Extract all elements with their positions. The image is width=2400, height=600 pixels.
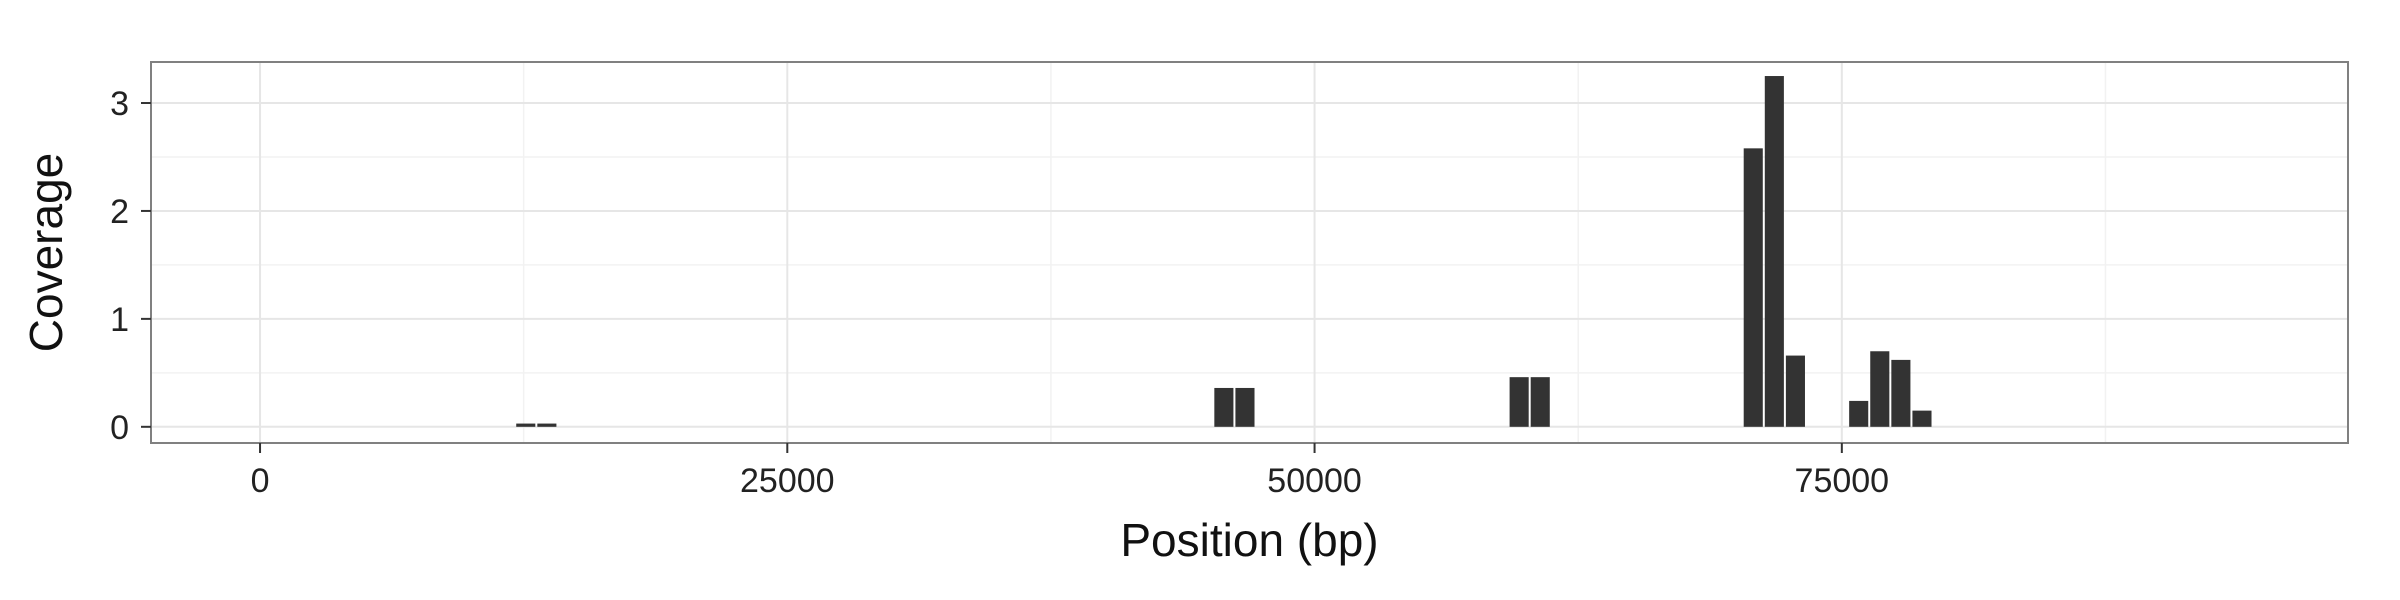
y-tick-label: 0 [110, 409, 129, 447]
coverage-bar [537, 423, 557, 427]
plot-border [150, 61, 2349, 444]
coverage-bar [1509, 377, 1529, 427]
coverage-bar [1912, 410, 1932, 427]
coverage-bar [1891, 359, 1911, 427]
y-tick-label: 1 [110, 301, 129, 339]
coverage-bar [1785, 355, 1805, 427]
x-tick-labels: 0 25000 50000 75000 [251, 462, 1890, 500]
coverage-bar [1849, 400, 1869, 427]
coverage-bar [1214, 387, 1234, 427]
x-tick-label: 25000 [740, 462, 835, 500]
plot-panel [151, 62, 2348, 443]
x-tick-label: 0 [251, 462, 270, 500]
coverage-bar [1764, 76, 1784, 427]
y-tick-label: 3 [110, 85, 129, 123]
x-axis-title: Position (bp) [1120, 514, 1378, 566]
x-tick-label: 50000 [1267, 462, 1362, 500]
bars [516, 76, 1932, 427]
major-gridlines [151, 62, 2348, 443]
y-tick-label: 2 [110, 193, 129, 231]
coverage-bar [1870, 351, 1890, 427]
y-tick-labels: 0 1 2 3 [110, 85, 129, 447]
coverage-bar [516, 423, 536, 427]
y-axis-title: Coverage [20, 153, 72, 352]
minor-gridlines [151, 62, 2348, 443]
coverage-bar [1743, 148, 1763, 427]
coverage-bar [1530, 377, 1550, 427]
x-tick-label: 75000 [1795, 462, 1890, 500]
axis-ticks [141, 102, 1843, 453]
coverage-bar [1235, 387, 1255, 427]
